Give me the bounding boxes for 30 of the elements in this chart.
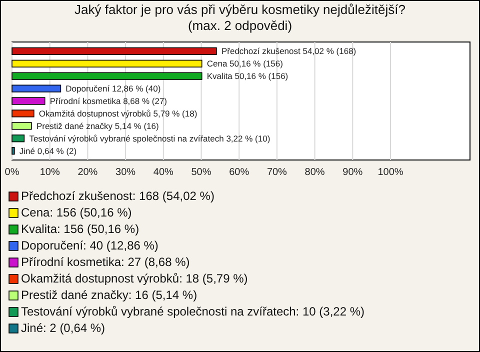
text: Prestiž dané značky: 16 (5,14 %) — [21, 288, 198, 302]
data-label: Cena 50,16 % (156) — [206, 58, 284, 69]
data-label: Doporučení 12,86 % (40) — [66, 84, 161, 94]
text: Předchozí zkušenost: 168 (54,02 %) — [21, 189, 214, 203]
x-tick-label: 70% — [266, 167, 288, 178]
x-tick-label: 100% — [378, 167, 404, 178]
text: Přírodní kosmetika: 27 (8,68 %) — [21, 255, 190, 269]
text: Okamžitá dostupnost výrobků: 18 (5,79 %) — [21, 272, 248, 286]
data-label: Jiné 0,64 % (2) — [19, 146, 77, 156]
data-label: Kvalita 50,16 % (156) — [206, 71, 288, 82]
x-tick-label: 90% — [342, 167, 363, 178]
text: Cena: 156 (50,16 %) — [21, 206, 132, 220]
x-tick-label: 30% — [116, 167, 136, 178]
x-tick-label: 80% — [304, 167, 325, 178]
text: Jiné: 2 (0,64 %) — [21, 321, 106, 335]
data-label: Prestiž dané značky 5,14 % (16) — [36, 120, 159, 131]
x-tick-label: 50% — [191, 167, 212, 178]
data-label: Předchozí zkušenost 54,02 % (168) — [221, 46, 356, 56]
data-label: Přírodní kosmetika 8,68 % (27) — [50, 96, 168, 106]
text: Kvalita: 156 (50,16 %) — [21, 222, 140, 236]
chart-title: Jaký faktor je pro vás při výběru kosmetiky nejdůležitější? (max. 2 odpovědi) — [74, 2, 406, 33]
x-tick-label: 10% — [40, 167, 60, 178]
x-tick-label: 0% — [4, 167, 20, 178]
x-tick-label: 60% — [229, 167, 250, 178]
data-label: Okamžitá dostupnost výrobků 5,79 % (18) — [38, 108, 198, 118]
text: Testování výrobků vybrané společnosti na zvířatech: 10 (3,22 %) — [21, 304, 365, 318]
text: Doporučení: 40 (12,86 %) — [21, 238, 158, 252]
x-tick-label: 40% — [153, 167, 174, 178]
data-label: Testování výrobků vybrané společnosti na zvířatech 3,22 % (10) — [29, 133, 270, 144]
x-tick-label: 20% — [78, 167, 98, 178]
